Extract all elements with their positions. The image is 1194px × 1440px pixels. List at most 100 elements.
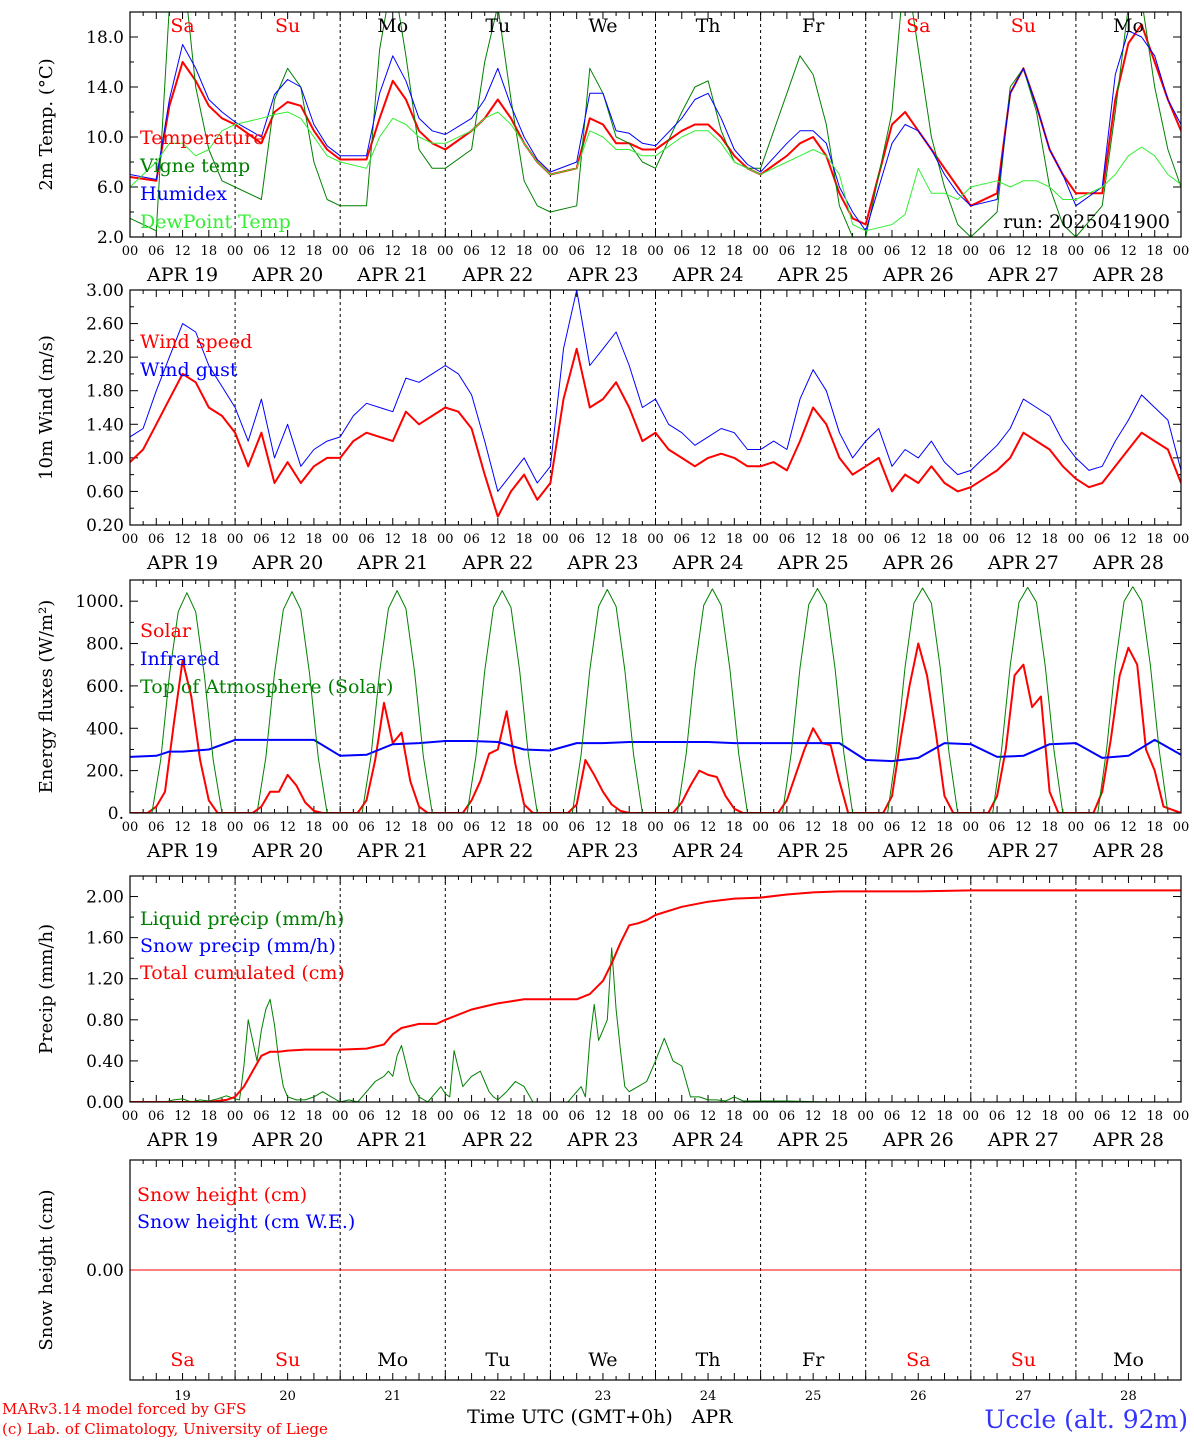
hour-tick-label: 18 [516,820,533,835]
hour-tick-label: 18 [516,1109,533,1124]
hour-tick-label: 12 [279,244,296,259]
hour-tick-label: 06 [358,1109,375,1124]
hour-tick-label: 00 [122,1109,139,1124]
plot-frame [129,875,1182,1103]
hour-tick-label: 00 [963,244,980,259]
legend-entry: Liquid precip (mm/h) [140,908,344,930]
hour-tick-label: 06 [463,1109,480,1124]
legend-entry: Wind speed [140,331,252,353]
plot-frame [129,1159,1182,1381]
hour-tick-label: 18 [831,820,848,835]
plot-frame [129,289,1182,526]
hour-tick-label: 06 [989,244,1006,259]
hour-tick-label: 06 [358,532,375,547]
y-axis-label: 2m Temp. (°C) [36,58,57,190]
hour-tick-label: 06 [463,244,480,259]
legend-entry: Snow precip (mm/h) [140,935,336,957]
hour-tick-label: 12 [805,532,822,547]
date-label: APR 21 [356,1129,428,1151]
hour-tick-label: 06 [463,820,480,835]
y-tick-label: 14.0 [86,78,124,98]
hour-tick-label: 18 [306,244,323,259]
hour-tick-label: 06 [884,820,901,835]
day-number: 19 [174,1389,191,1404]
date-label: APR 27 [987,1129,1059,1151]
series-solar [130,642,1181,813]
hour-tick-label: 06 [358,244,375,259]
day-number: 20 [279,1389,296,1404]
hour-tick-label: 18 [306,1109,323,1124]
hour-tick-label: 00 [122,532,139,547]
hour-tick-label: 12 [1120,532,1137,547]
day-abbr-top: Sa [906,15,930,37]
hour-tick-label: 12 [174,1109,191,1124]
hour-tick-label: 12 [1015,244,1032,259]
date-label: APR 20 [251,840,323,862]
date-label: APR 28 [1092,840,1164,862]
hour-tick-label: 00 [752,1109,769,1124]
hour-tick-label: 00 [857,1109,874,1124]
hour-tick-label: 18 [621,820,638,835]
day-abbr-top: Su [275,15,300,37]
legend-entry: Total cumulated (cm) [140,962,345,984]
y-axis-label: Snow height (cm) [36,1189,57,1350]
hour-tick-label: 18 [831,244,848,259]
day-abbr-bottom: We [588,1349,617,1371]
day-number: 24 [700,1389,717,1404]
hour-tick-label: 12 [279,1109,296,1124]
hour-tick-label: 12 [700,820,717,835]
hour-tick-label: 00 [542,820,559,835]
panel-1: 2.0 6.0 10.0 14.0 18.0 2m Temp. (°C) Temperatu… [36,11,1189,286]
hour-tick-label: 18 [726,244,743,259]
hour-tick-label: 18 [621,244,638,259]
hour-tick-label: 18 [936,820,953,835]
month-label: APR [691,1406,734,1428]
hour-tick-label: 00 [752,244,769,259]
y-tick-label: 400. [86,719,124,739]
y-tick-label: 1.60 [86,929,124,949]
y-tick-label: 0.20 [86,516,124,536]
hour-tick-label: 18 [726,1109,743,1124]
hour-tick-label: 18 [1146,532,1163,547]
day-number: 25 [805,1389,822,1404]
legend-entry: Temperature [140,127,264,149]
day-abbr-bottom: Mo [1113,1349,1144,1371]
hour-tick-label: 18 [831,532,848,547]
hour-tick-label: 12 [700,532,717,547]
day-abbr-top: Mo [1113,15,1144,37]
day-number: 27 [1015,1389,1032,1404]
hour-tick-label: 06 [779,820,796,835]
hour-tick-label: 18 [936,1109,953,1124]
hour-tick-label: 06 [674,820,691,835]
y-axis-label: 10m Wind (m/s) [36,335,57,480]
legend-entry: Wind gust [140,359,238,381]
hour-tick-label: 00 [437,532,454,547]
hour-tick-label: 06 [253,532,270,547]
date-label: APR 24 [672,840,744,862]
day-abbr-top: We [588,15,617,37]
day-number: 23 [595,1389,612,1404]
hour-tick-label: 12 [910,820,927,835]
series-wind-speed [130,347,1181,518]
hour-tick-label: 12 [1120,1109,1137,1124]
day-abbr-top: Fr [802,15,825,37]
hour-tick-label: 06 [674,532,691,547]
hour-tick-label: 18 [1041,1109,1058,1124]
lab-credit: (c) Lab. of Climatology, University of L… [2,1420,328,1438]
hour-tick-label: 00 [647,532,664,547]
hour-tick-label: 00 [122,244,139,259]
x-axis-label: Time UTC (GMT+0h) [467,1406,673,1428]
hour-tick-label: 06 [1094,532,1111,547]
hour-tick-label: 06 [358,820,375,835]
hour-tick-label: 06 [779,244,796,259]
hour-tick-label: 06 [1094,820,1111,835]
y-tick-label: 1.00 [86,449,124,469]
day-abbr-bottom: Sa [170,1349,194,1371]
date-label: APR 20 [251,1129,323,1151]
hour-tick-label: 00 [227,1109,244,1124]
hour-tick-label: 12 [1120,244,1137,259]
hour-tick-label: 00 [647,244,664,259]
hour-tick-label: 12 [490,244,507,259]
hour-tick-label: 18 [621,532,638,547]
hour-tick-label: 06 [779,1109,796,1124]
